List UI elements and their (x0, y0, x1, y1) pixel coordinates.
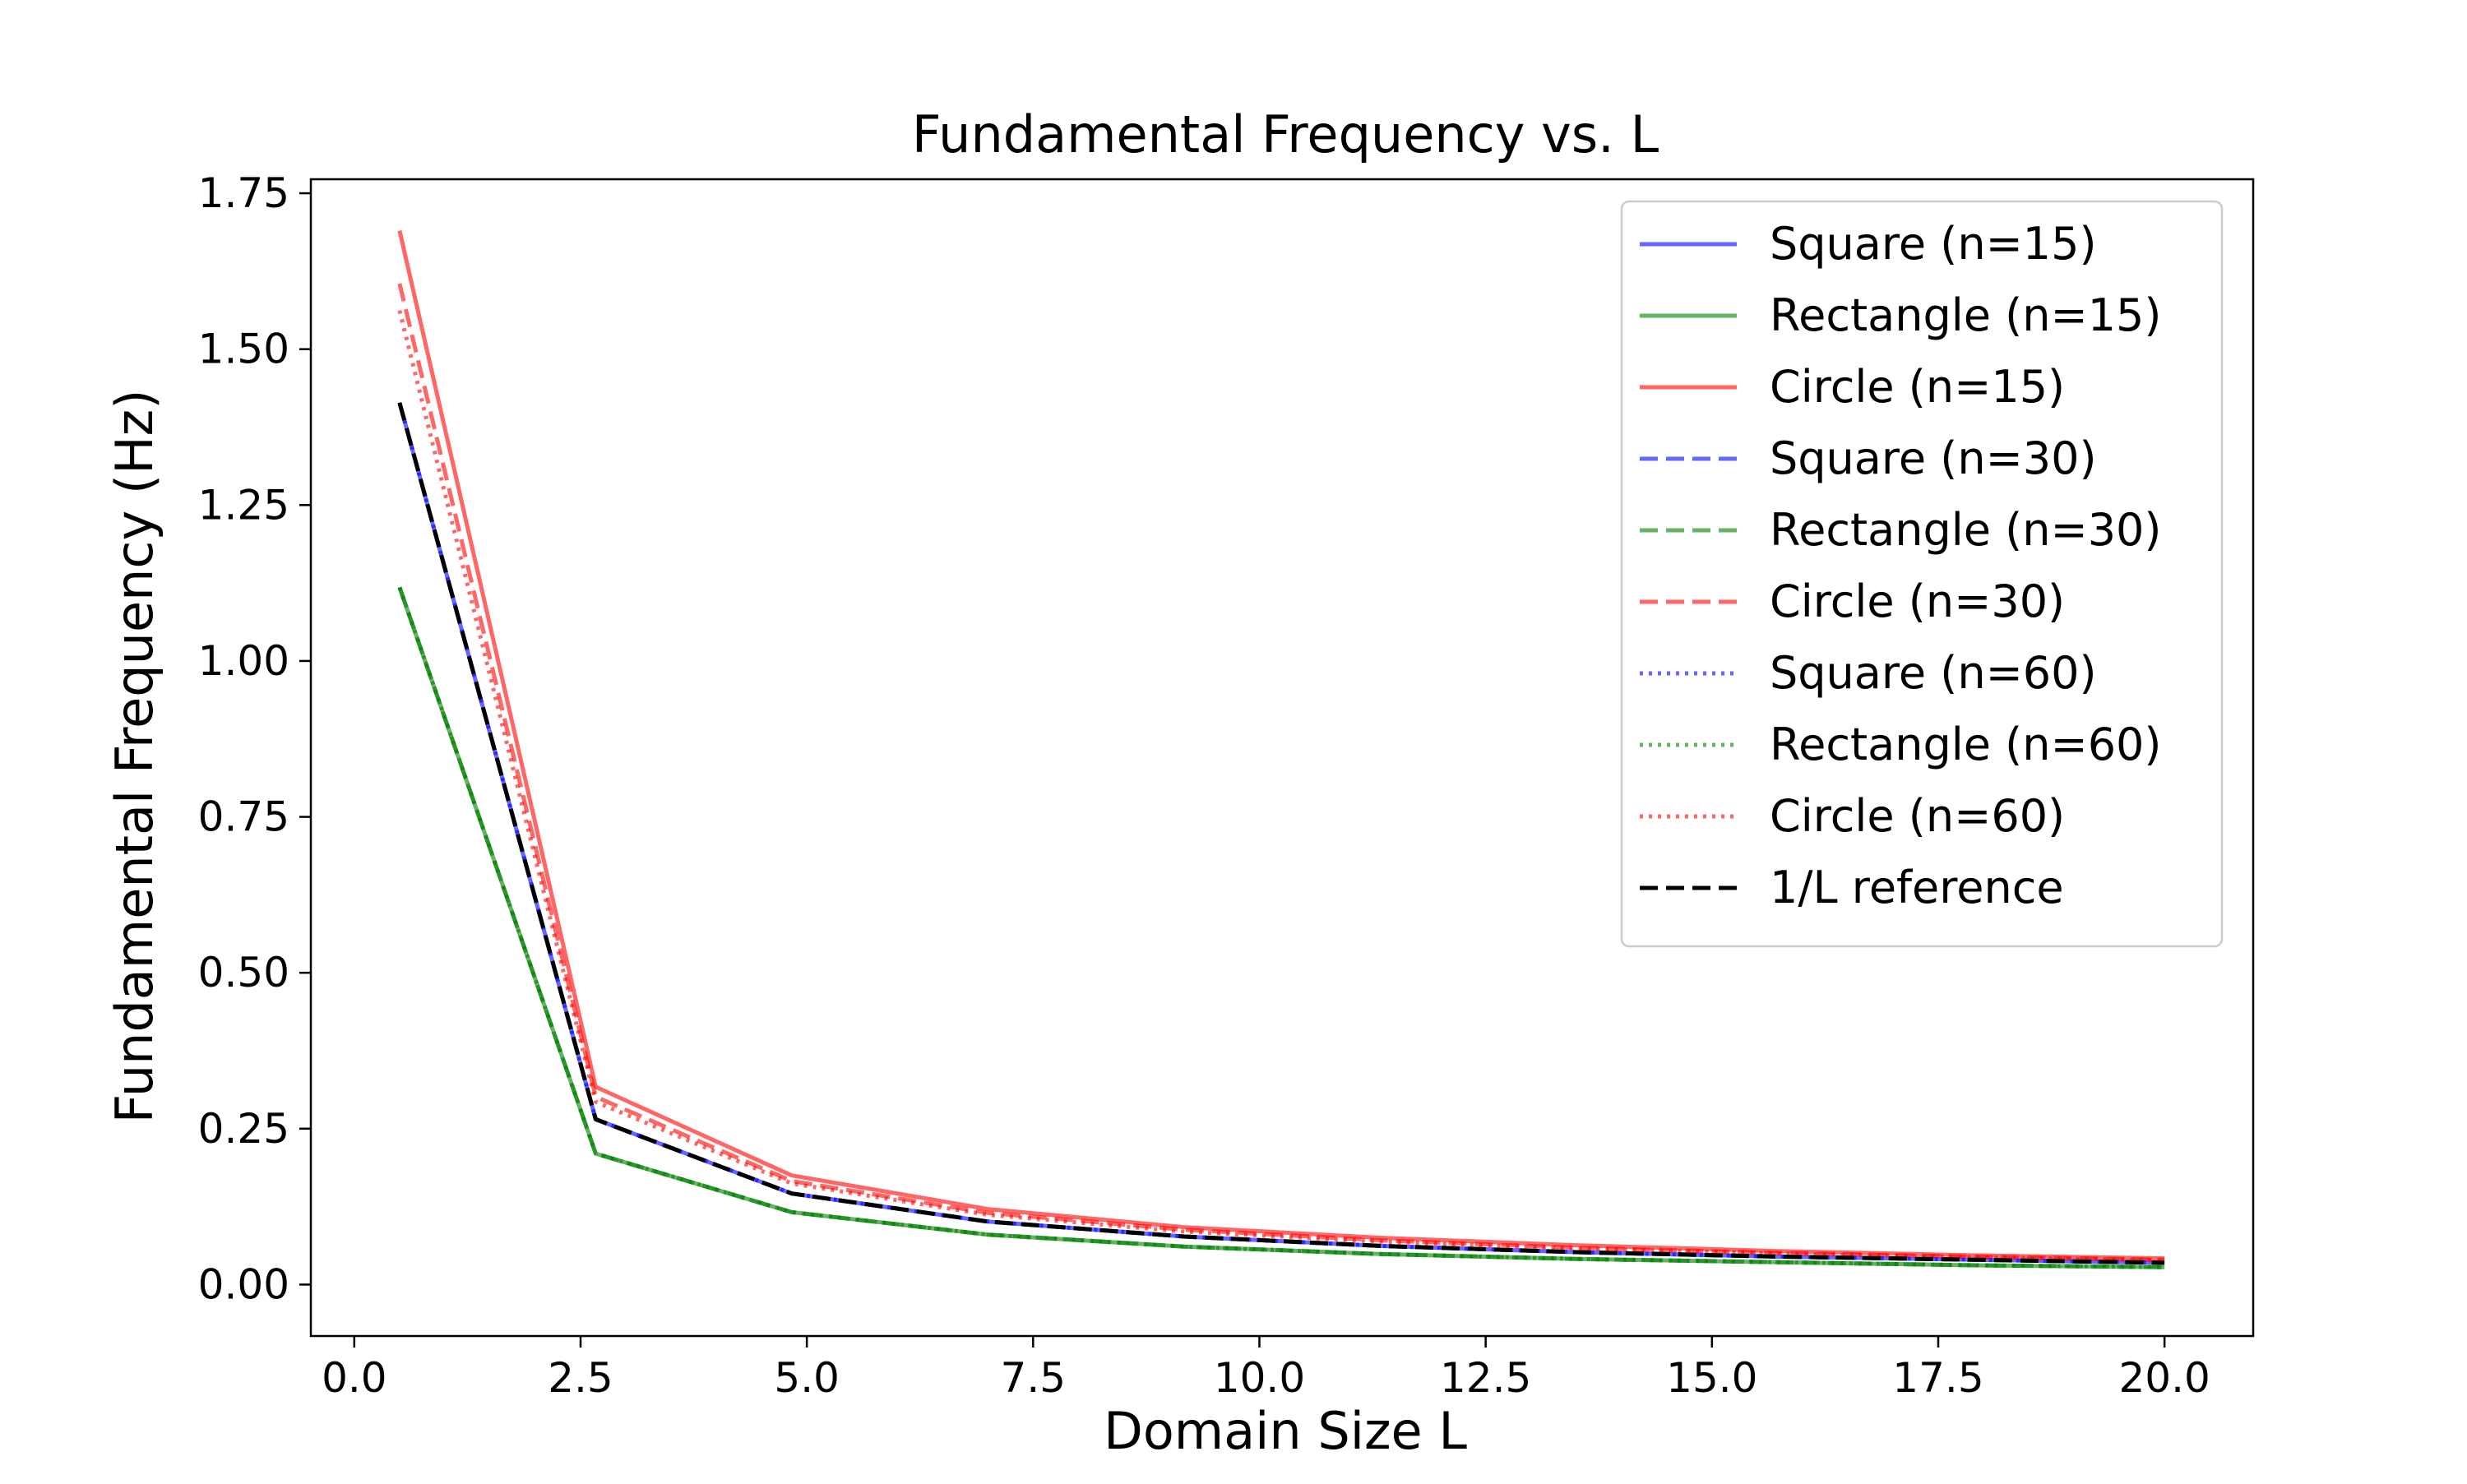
y-tick-label: 0.50 (198, 949, 289, 996)
legend-label-3: Circle (n=15) (1770, 361, 2065, 413)
legend-label-2: Rectangle (n=15) (1770, 289, 2161, 341)
legend-label-6: Circle (n=30) (1770, 576, 2065, 627)
axes-frame (309, 178, 2255, 1338)
legend-label-9: Circle (n=60) (1770, 790, 2065, 842)
y-tick-label: 0.00 (198, 1260, 289, 1308)
legend-label-8: Rectangle (n=60) (1770, 719, 2161, 770)
legend: Square (n=15) Rectangle (n=15) Circle (n=1… (1620, 200, 2224, 948)
x-tick-label: 0.0 (322, 1354, 387, 1402)
y-tick-label: 1.25 (198, 481, 289, 529)
x-tick-label: 5.0 (774, 1354, 840, 1402)
x-tick-label: 2.5 (548, 1354, 613, 1402)
x-tick-label: 20.0 (2118, 1354, 2210, 1402)
y-tick-label: 1.50 (198, 326, 289, 373)
chart-title: Fundamental Frequency vs. L (912, 104, 1659, 164)
x-tick-label: 15.0 (1666, 1354, 1757, 1402)
x-axis-label: Domain Size L (1104, 1401, 1467, 1461)
series-line-9 (397, 310, 2165, 1263)
y-tick-label: 1.75 (198, 169, 289, 217)
series-line-8 (397, 586, 2165, 1269)
legend-box (1620, 200, 2224, 948)
legend-label-5: Rectangle (n=30) (1770, 504, 2161, 556)
series-line-10 (397, 402, 2165, 1265)
plot-area (397, 230, 2165, 1269)
y-tick-label: 1.00 (198, 637, 289, 685)
y-tick-label: 0.25 (198, 1105, 289, 1153)
x-tick-label: 7.5 (1001, 1354, 1067, 1402)
x-tick-label: 10.0 (1214, 1354, 1305, 1402)
x-tick-label: 17.5 (1892, 1354, 1983, 1402)
y-axis-label: Fundamental Frequency (Hz) (104, 390, 164, 1124)
legend-label-1: Square (n=15) (1770, 218, 2097, 270)
y-tick-label: 0.75 (198, 793, 289, 841)
axes: 0.0 2.5 5.0 7.5 10.0 12.5 15.0 17.5 20.0 0.00 0.25… (198, 169, 2255, 1402)
legend-label-7: Square (n=60) (1770, 647, 2097, 699)
x-tick-label: 12.5 (1440, 1354, 1531, 1402)
legend-label-4: Square (n=30) (1770, 432, 2097, 484)
legend-label-10: 1/L reference (1770, 862, 2064, 913)
